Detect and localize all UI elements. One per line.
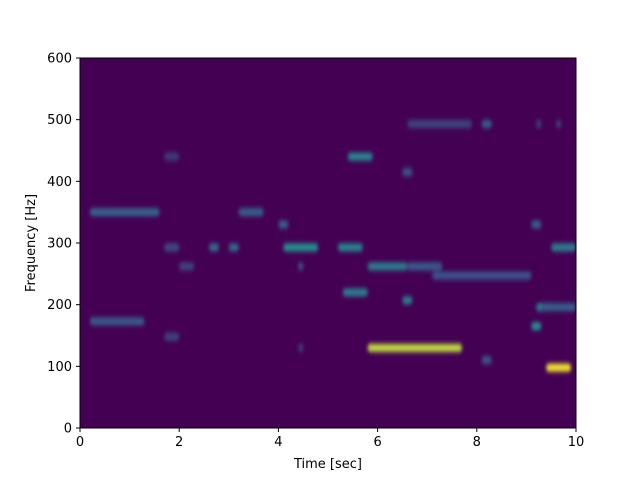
- spectrogram-band: [283, 243, 319, 252]
- x-axis: 0 2 4 6 8 10: [76, 428, 584, 450]
- spectrogram-band: [367, 343, 462, 352]
- spectrogram-band: [164, 152, 180, 161]
- spectrogram-band: [536, 119, 542, 128]
- spectrogram-band: [164, 243, 180, 252]
- x-tick-label: 4: [274, 435, 282, 450]
- spectrogram-band: [481, 356, 492, 365]
- spectrogram-band: [551, 243, 576, 252]
- x-tick-label: 10: [568, 435, 585, 450]
- spectrogram-band: [298, 343, 304, 352]
- spectrogram-bands: [89, 119, 576, 372]
- y-axis-label: Frequency [Hz]: [24, 194, 39, 292]
- y-tick-label: 300: [47, 237, 72, 252]
- spectrogram-band: [179, 262, 195, 271]
- spectrogram-band: [337, 243, 363, 252]
- spectrogram-band: [89, 317, 145, 326]
- spectrogram-band: [89, 208, 160, 217]
- y-axis: 0 100 200 300 400 500 600: [47, 52, 80, 437]
- spectrogram-band: [238, 208, 264, 217]
- y-tick-label: 0: [64, 422, 72, 437]
- spectrogram-band: [432, 271, 532, 280]
- spectrogram-band: [481, 119, 492, 128]
- spectrogram-band: [531, 322, 542, 331]
- spectrogram-band: [298, 262, 304, 271]
- y-tick-label: 100: [47, 360, 72, 375]
- spectrogram-band: [546, 363, 572, 372]
- spectrogram-band: [278, 220, 289, 229]
- plot-area: [80, 58, 576, 428]
- x-tick-label: 8: [473, 435, 481, 450]
- spectrogram-band: [402, 168, 413, 177]
- spectrogram-band: [208, 243, 219, 252]
- spectrogram-band: [407, 119, 472, 128]
- x-tick-label: 0: [76, 435, 84, 450]
- spectrogram-band: [367, 262, 408, 271]
- spectrogram-band: [541, 303, 576, 312]
- spectrogram-band: [347, 152, 373, 161]
- spectrogram-band: [531, 220, 542, 229]
- spectrogram-band: [164, 332, 180, 341]
- y-tick-label: 200: [47, 298, 72, 313]
- y-tick-label: 600: [47, 52, 72, 67]
- spectrogram-band: [402, 296, 413, 305]
- x-axis-label: Time [sec]: [293, 457, 362, 472]
- y-tick-label: 500: [47, 113, 72, 128]
- x-tick-label: 2: [175, 435, 183, 450]
- y-tick-label: 400: [47, 175, 72, 190]
- spectrogram-band: [342, 288, 368, 297]
- spectrogram-band: [556, 119, 562, 128]
- spectrogram-band: [407, 262, 443, 271]
- spectrogram-band: [228, 243, 239, 252]
- x-tick-label: 6: [373, 435, 381, 450]
